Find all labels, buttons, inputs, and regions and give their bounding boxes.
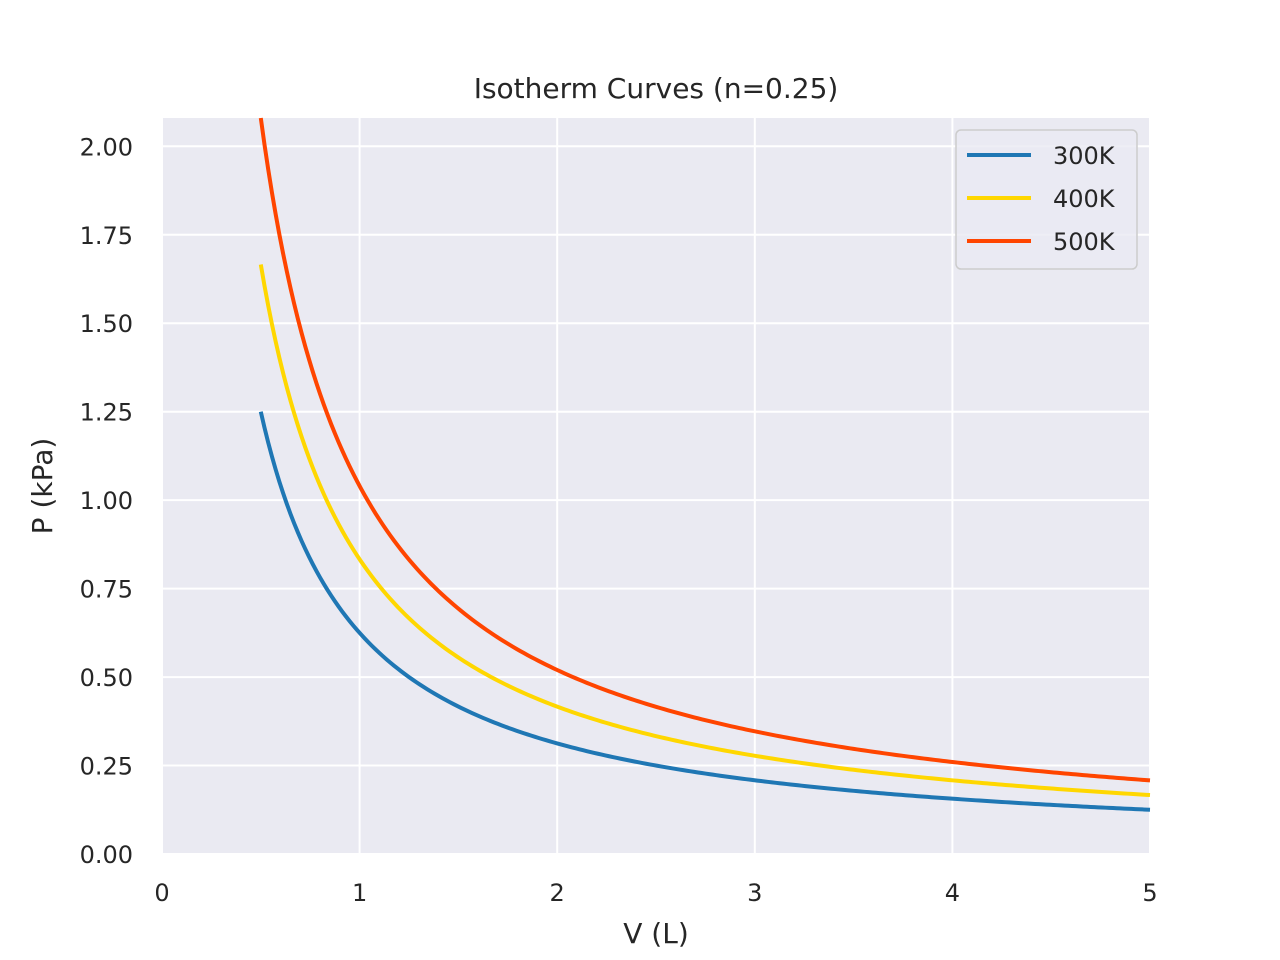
x-tick-label: 2 <box>550 879 565 907</box>
y-tick-label: 1.00 <box>80 487 133 515</box>
y-tick-label: 0.00 <box>80 841 133 869</box>
x-axis-label: V (L) <box>623 917 689 950</box>
series-line-500K <box>258 117 1151 783</box>
series-line-300K <box>258 411 1151 812</box>
series-line-400K <box>258 264 1151 798</box>
x-tick-label: 3 <box>747 879 762 907</box>
chart-title: Isotherm Curves (n=0.25) <box>474 72 839 105</box>
legend-label-400K: 400K <box>1053 185 1116 213</box>
legend-label-300K: 300K <box>1053 142 1116 170</box>
y-tick-label: 1.75 <box>80 222 133 250</box>
legend-box <box>955 129 1138 270</box>
x-tick-label: 5 <box>1142 879 1157 907</box>
series-group <box>258 117 1151 812</box>
legend-label-500K: 500K <box>1053 228 1116 256</box>
y-tick-label: 1.25 <box>80 399 133 427</box>
y-tick-label: 1.50 <box>80 310 133 338</box>
x-tick-label: 0 <box>154 879 169 907</box>
y-tick-label: 2.00 <box>80 133 133 161</box>
x-tick-label: 1 <box>352 879 367 907</box>
x-tick-label: 4 <box>945 879 960 907</box>
x-ticks: 0 1 2 3 4 5 <box>154 879 1157 907</box>
grid <box>161 118 1151 855</box>
legend: 300K 400K 500K <box>955 129 1138 270</box>
y-ticks: 0.00 0.25 0.50 0.75 1.00 1.25 1.50 1.75 2.00 <box>80 133 133 869</box>
y-tick-label: 0.75 <box>80 576 133 604</box>
y-tick-label: 0.25 <box>80 753 133 781</box>
y-axis-label: P (kPa) <box>26 438 59 535</box>
y-tick-label: 0.50 <box>80 664 133 692</box>
